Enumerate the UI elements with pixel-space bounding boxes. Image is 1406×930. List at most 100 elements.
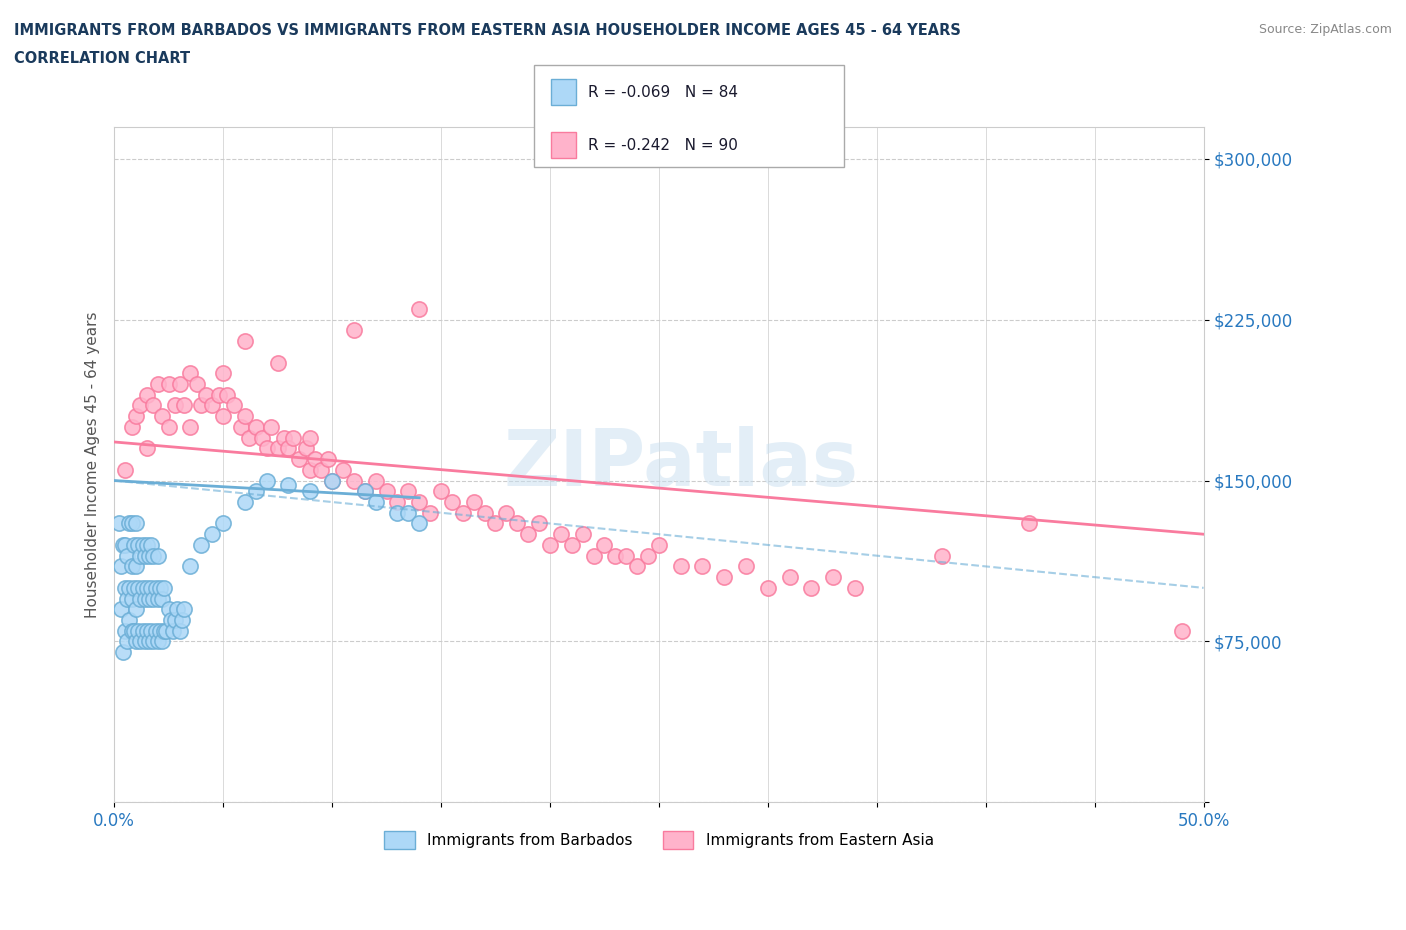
Point (117, 591, 139, 606)
Point (141, 580, 163, 595)
Point (1018, 516, 1040, 531)
Point (121, 419, 143, 434)
Point (844, 580, 866, 595)
Point (118, 580, 141, 595)
Point (142, 634, 165, 649)
Point (149, 623, 172, 638)
Point (343, 473, 366, 488)
Point (309, 462, 332, 477)
Point (127, 623, 149, 638)
Point (111, 644, 134, 659)
Point (131, 623, 153, 638)
Point (299, 462, 322, 477)
Point (495, 505, 517, 520)
Point (135, 538, 157, 552)
Point (238, 431, 260, 445)
Point (142, 398, 165, 413)
Point (217, 387, 239, 402)
Point (162, 623, 184, 638)
Point (451, 505, 474, 520)
Point (614, 548, 637, 563)
Point (134, 548, 156, 563)
Text: CORRELATION CHART: CORRELATION CHART (14, 51, 190, 66)
Point (408, 301, 430, 316)
Point (321, 473, 343, 488)
Point (153, 623, 176, 638)
Point (173, 398, 195, 413)
Point (756, 580, 779, 595)
Point (134, 591, 156, 606)
Point (212, 365, 235, 380)
Point (125, 409, 148, 424)
Point (146, 548, 169, 563)
Point (245, 419, 267, 434)
Point (129, 591, 152, 606)
Point (138, 634, 160, 649)
Point (800, 580, 823, 595)
Point (153, 580, 176, 595)
Point (626, 559, 648, 574)
Point (122, 623, 145, 638)
Point (408, 516, 430, 531)
Point (212, 516, 235, 531)
Point (135, 623, 157, 638)
Point (229, 419, 252, 434)
Point (169, 377, 191, 392)
Point (169, 623, 191, 638)
Point (138, 591, 160, 606)
Point (208, 387, 231, 402)
Point (194, 387, 217, 402)
Point (387, 495, 409, 510)
Point (141, 623, 163, 638)
Point (129, 548, 152, 563)
Point (179, 365, 201, 380)
Point (273, 431, 295, 445)
Point (288, 452, 311, 467)
Point (484, 516, 506, 531)
Point (299, 431, 322, 445)
Point (364, 473, 387, 488)
Point (179, 559, 201, 574)
Point (110, 559, 132, 574)
Point (321, 473, 343, 488)
Point (463, 495, 485, 510)
Point (233, 409, 256, 424)
Point (160, 613, 183, 628)
Point (190, 538, 212, 552)
Point (145, 623, 167, 638)
Text: R = -0.242   N = 90: R = -0.242 N = 90 (588, 138, 738, 153)
Point (256, 473, 278, 488)
Point (165, 398, 187, 413)
Point (474, 505, 496, 520)
Point (332, 462, 354, 477)
Point (114, 580, 136, 595)
Point (127, 538, 149, 552)
Point (201, 398, 224, 413)
Point (277, 441, 299, 456)
Point (593, 538, 616, 552)
Point (125, 634, 148, 649)
Point (550, 526, 572, 541)
Point (648, 538, 671, 552)
Point (277, 477, 299, 492)
Point (127, 580, 149, 595)
Point (256, 441, 278, 456)
Point (129, 398, 152, 413)
Point (931, 548, 953, 563)
Point (125, 559, 148, 574)
Point (146, 377, 169, 392)
Point (364, 495, 387, 510)
Point (396, 484, 419, 498)
Point (408, 495, 430, 510)
Point (129, 634, 152, 649)
Point (419, 505, 441, 520)
Point (252, 431, 274, 445)
Point (114, 538, 136, 552)
Point (150, 409, 173, 424)
Point (582, 548, 605, 563)
Point (571, 526, 593, 541)
Point (117, 548, 139, 563)
Point (304, 452, 326, 467)
Point (260, 419, 283, 434)
Point (118, 613, 141, 628)
